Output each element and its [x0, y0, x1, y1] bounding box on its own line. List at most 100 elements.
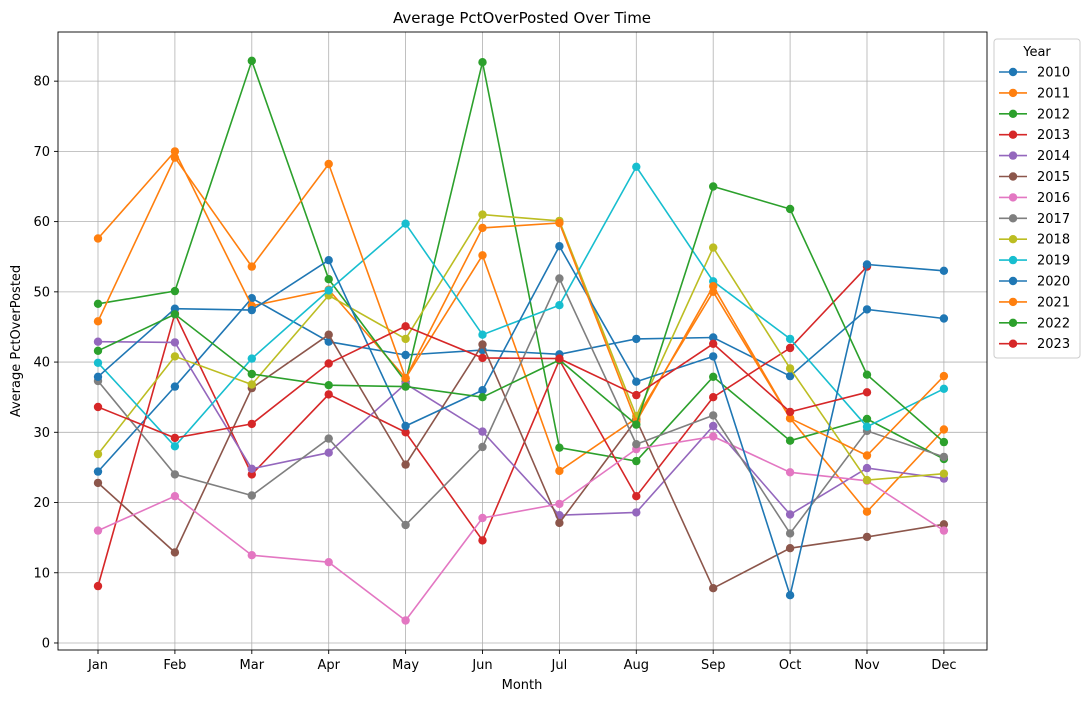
- series-line: [97, 149, 945, 513]
- series-2015: [93, 330, 949, 593]
- y-tick-label: 50: [33, 285, 50, 300]
- legend-entry: 2012: [999, 107, 1070, 122]
- data-point: [939, 520, 949, 529]
- series-line: [97, 297, 944, 473]
- legend-marker: [1008, 109, 1018, 119]
- legend-marker: [1008, 297, 1018, 307]
- x-tick-label: Jun: [471, 658, 492, 673]
- data-point: [632, 440, 641, 449]
- series-2016: [93, 432, 949, 625]
- legend-label: 2014: [1037, 149, 1070, 164]
- legend-label: 2021: [1037, 295, 1070, 310]
- series-line: [97, 276, 945, 535]
- data-point: [709, 339, 718, 348]
- data-point: [478, 513, 487, 523]
- legend-marker: [1008, 67, 1018, 77]
- series-line: [97, 185, 945, 443]
- legend-label: 2012: [1037, 107, 1070, 122]
- plot-area-frame: [57, 31, 988, 651]
- legend-marker: [1008, 151, 1018, 160]
- data-point: [93, 467, 103, 476]
- data-point: [478, 536, 487, 545]
- legend-entry: 2018: [999, 233, 1070, 248]
- data-point: [247, 262, 256, 271]
- legend-marker: [1008, 255, 1018, 265]
- legend-label: 2020: [1037, 275, 1070, 290]
- data-point: [862, 388, 872, 397]
- data-point: [93, 402, 103, 412]
- series-2019: [93, 162, 949, 451]
- data-point: [478, 386, 487, 395]
- x-tick-label: Nov: [854, 658, 880, 673]
- data-point: [862, 414, 872, 424]
- data-point: [324, 359, 333, 368]
- legend-label: 2013: [1037, 128, 1070, 143]
- series-line: [97, 165, 945, 448]
- legend-label: 2015: [1037, 170, 1070, 185]
- data-point: [555, 218, 564, 228]
- data-point: [632, 456, 641, 466]
- y-axis-ticks: 0 10 20 30 40 50 60 70 80: [33, 75, 58, 651]
- data-point: [401, 616, 410, 625]
- data-point: [170, 286, 180, 296]
- x-tick-label: Jan: [87, 658, 108, 673]
- series-line: [97, 58, 945, 462]
- data-point: [478, 223, 487, 233]
- legend-label: 2018: [1037, 233, 1070, 248]
- data-point: [170, 548, 180, 557]
- data-point: [478, 353, 487, 363]
- data-point: [632, 492, 641, 501]
- legend-entry: 2019: [999, 254, 1070, 269]
- legend-entry: 2010: [999, 66, 1070, 81]
- series-line: [97, 333, 945, 590]
- legend-marker: [1008, 88, 1018, 98]
- x-tick-label: Apr: [317, 658, 340, 673]
- legend-label: 2023: [1037, 337, 1070, 352]
- data-point: [555, 242, 564, 251]
- data-point: [247, 369, 256, 379]
- data-point: [555, 301, 564, 310]
- data-point: [785, 544, 795, 553]
- data-point: [939, 371, 949, 381]
- data-point: [93, 337, 103, 346]
- data-point: [709, 411, 718, 420]
- data-point: [401, 334, 410, 344]
- data-point: [555, 274, 564, 283]
- data-point: [93, 449, 103, 459]
- y-tick-label: 30: [33, 426, 50, 441]
- data-point: [939, 425, 949, 434]
- x-tick-label: Oct: [779, 658, 801, 673]
- data-point: [401, 520, 410, 530]
- legend-marker: [1008, 214, 1018, 223]
- data-point: [93, 372, 103, 381]
- series-2020: [93, 242, 949, 600]
- data-point: [324, 159, 333, 169]
- y-tick-label: 40: [33, 356, 50, 371]
- data-point: [324, 434, 333, 443]
- data-point: [709, 182, 718, 191]
- data-point: [401, 460, 410, 469]
- data-point: [247, 380, 256, 389]
- y-tick-label: 10: [33, 566, 50, 581]
- data-point: [862, 451, 872, 460]
- data-point: [324, 558, 333, 567]
- legend-label: 2010: [1037, 66, 1070, 81]
- data-point: [478, 393, 487, 402]
- data-point: [709, 584, 718, 593]
- data-point: [478, 251, 487, 260]
- data-point: [785, 436, 795, 445]
- data-point: [862, 463, 872, 473]
- legend-marker: [1008, 318, 1018, 327]
- data-point: [170, 492, 180, 501]
- data-point: [555, 466, 564, 476]
- data-point: [709, 333, 718, 342]
- data-point: [478, 210, 487, 219]
- y-tick-label: 20: [33, 496, 50, 511]
- data-point: [785, 591, 795, 600]
- data-point: [632, 334, 641, 344]
- data-point: [324, 330, 333, 339]
- data-point: [324, 256, 333, 265]
- data-point: [93, 526, 103, 535]
- data-point: [247, 491, 256, 500]
- legend-marker: [1008, 130, 1018, 139]
